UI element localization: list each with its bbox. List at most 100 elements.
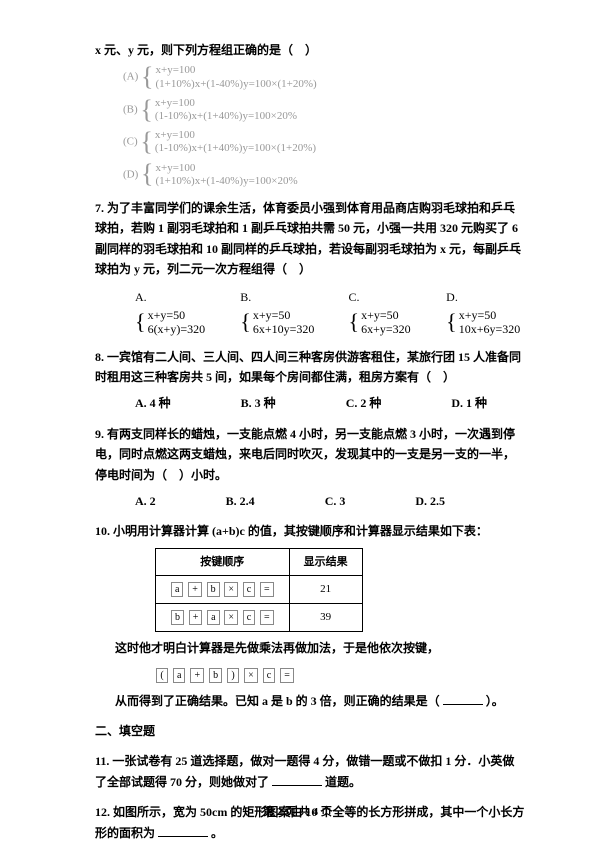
q7-num: 7. <box>95 201 104 215</box>
eq-line: x+y=100 <box>155 129 316 142</box>
opt-label: (A) <box>123 71 138 83</box>
key: b <box>209 668 222 683</box>
eq-line: (1+10%)x+(1-40%)y=100×20% <box>156 175 298 188</box>
q6-opt-a: (A) { x+y=100 (1+10%)x+(1-40%)y=100×(1+2… <box>123 64 525 90</box>
q9-opt-a: A. 2 <box>135 491 156 511</box>
q8-opt-d: D. 1 种 <box>451 393 487 413</box>
text: ）。 <box>486 694 504 708</box>
eq-line: 6x+10y=320 <box>253 322 315 336</box>
key: c <box>243 610 255 625</box>
eq-line: x+y=100 <box>156 64 317 77</box>
q8-opt-b: B. 3 种 <box>241 393 276 413</box>
eq-line: 6(x+y)=320 <box>148 322 206 336</box>
opt-label: (B) <box>123 103 138 115</box>
key: c <box>263 668 275 683</box>
q7: 7. 为了丰富同学们的课余生活，体育委员小强到体育用品商店购羽毛球拍和乒乓球拍，… <box>95 198 525 337</box>
opt-label: A. <box>135 290 147 304</box>
eq-line: x+y=50 <box>361 308 411 322</box>
q8-num: 8. <box>95 350 104 364</box>
answer-blank <box>158 825 208 837</box>
opt-label: (C) <box>123 136 138 148</box>
q7-options: A. { x+y=50 6(x+y)=320 B. { x+y=50 6x+10… <box>135 287 525 336</box>
cell-keys: a + b × c = <box>156 576 290 604</box>
key: = <box>260 610 274 625</box>
q8: 8. 一宾馆有二人间、三人间、四人间三种客房供游客租住，某旅行团 15 人准备同… <box>95 347 525 414</box>
key: × <box>224 582 238 597</box>
eq-line: (1-10%)x+(1+40%)y=100×(1+20%) <box>155 142 316 155</box>
key: × <box>244 668 258 683</box>
q7-opt-c: C. { x+y=50 6x+y=320 <box>349 287 417 336</box>
q10-line2: 这时他才明白计算器是先做乘法再做加法，于是他依次按键， <box>115 638 525 658</box>
cell-result: 39 <box>289 604 362 632</box>
q7-opt-b: B. { x+y=50 6x+10y=320 <box>240 287 318 336</box>
cell-keys: b + a × c = <box>156 604 290 632</box>
key: ( <box>156 668 168 683</box>
eq-line: 6x+y=320 <box>361 322 411 336</box>
page-footer: 第 2 页 共 4 页 <box>0 803 595 822</box>
key: a <box>207 610 219 625</box>
q7-opt-a: A. { x+y=50 6(x+y)=320 <box>135 287 210 336</box>
q10-table: 按键顺序 显示结果 a + b × c = 21 b + a × c = 3 <box>155 548 363 632</box>
section-2-heading: 二、填空题 <box>95 721 525 741</box>
q6-opt-c: (C) { x+y=100 (1-10%)x+(1+40%)y=100×(1+2… <box>123 129 525 155</box>
key: + <box>189 610 203 625</box>
q10-num: 10. <box>95 524 110 538</box>
eq-line: x+y=50 <box>459 308 521 322</box>
q8-opt-a: A. 4 种 <box>135 393 171 413</box>
text: 从而得到了正确结果。已知 a 是 b 的 3 倍，则正确的结果是（ <box>115 694 440 708</box>
q12-stem-suf: 。 <box>211 826 223 840</box>
q10-keys2: ( a + b ) × c = <box>155 664 525 684</box>
key: = <box>280 668 294 683</box>
q10-stem: 小明用计算器计算 (a+b)c 的值，其按键顺序和计算器显示结果如下表： <box>113 524 488 538</box>
q9-num: 9. <box>95 427 104 441</box>
cell-result: 21 <box>289 576 362 604</box>
th-keys: 按键顺序 <box>156 548 290 576</box>
q9: 9. 有两支同样长的蜡烛，一支能点燃 4 小时，另一支能点燃 3 小时，一次遇到… <box>95 424 525 512</box>
key: a <box>173 668 185 683</box>
q7-stem: 为了丰富同学们的课余生活，体育委员小强到体育用品商店购羽毛球拍和乒乓球拍，若购 … <box>95 201 521 276</box>
key: b <box>207 582 220 597</box>
q6-options: (A) { x+y=100 (1+10%)x+(1-40%)y=100×(1+2… <box>95 64 525 188</box>
q10-line3: 从而得到了正确结果。已知 a 是 b 的 3 倍，则正确的结果是（ ）。 <box>115 691 525 711</box>
q9-stem: 有两支同样长的蜡烛，一支能点燃 4 小时，另一支能点燃 3 小时，一次遇到停电，… <box>95 427 515 482</box>
answer-blank <box>272 774 322 786</box>
q8-stem: 一宾馆有二人间、三人间、四人间三种客房供游客租住，某旅行团 15 人准备同时租用… <box>95 350 521 384</box>
q11-num: 11. <box>95 754 109 768</box>
q11: 11. 一张试卷有 25 道选择题，做对一题得 4 分，做错一题或不做扣 1 分… <box>95 751 525 792</box>
eq-line: 10x+6y=320 <box>459 322 521 336</box>
key: a <box>171 582 183 597</box>
key: c <box>243 582 255 597</box>
eq-line: x+y=100 <box>156 162 298 175</box>
table-row: b + a × c = 39 <box>156 604 363 632</box>
q6-opt-d: (D) { x+y=100 (1+10%)x+(1-40%)y=100×20% <box>123 162 525 188</box>
key: b <box>171 610 184 625</box>
q9-opt-b: B. 2.4 <box>226 491 255 511</box>
q7-opt-d: D. { x+y=50 10x+6y=320 <box>446 287 525 336</box>
q6-stem-tail: x 元、y 元，则下列方程组正确的是（ ） <box>95 40 525 60</box>
opt-label: (D) <box>123 168 138 180</box>
key: ) <box>227 668 239 683</box>
q10: 10. 小明用计算器计算 (a+b)c 的值，其按键顺序和计算器显示结果如下表：… <box>95 521 525 711</box>
th-result: 显示结果 <box>289 548 362 576</box>
key: × <box>224 610 238 625</box>
q8-options: A. 4 种 B. 3 种 C. 2 种 D. 1 种 <box>135 393 525 413</box>
eq-line: x+y=100 <box>155 97 297 110</box>
eq-line: (1+10%)x+(1-40%)y=100×(1+20%) <box>156 78 317 91</box>
q9-opt-c: C. 3 <box>325 491 346 511</box>
q8-opt-c: C. 2 种 <box>346 393 382 413</box>
table-row: a + b × c = 21 <box>156 576 363 604</box>
answer-blank <box>443 693 483 705</box>
q11-stem-suf: 道题。 <box>325 775 361 789</box>
opt-label: D. <box>446 290 458 304</box>
eq-line: x+y=50 <box>148 308 206 322</box>
key: = <box>260 582 274 597</box>
opt-label: B. <box>240 290 251 304</box>
opt-label: C. <box>349 290 360 304</box>
eq-line: (1-10%)x+(1+40%)y=100×20% <box>155 110 297 123</box>
q6-opt-b: (B) { x+y=100 (1-10%)x+(1+40%)y=100×20% <box>123 97 525 123</box>
q9-opt-d: D. 2.5 <box>415 491 445 511</box>
key: + <box>188 582 202 597</box>
key: + <box>190 668 204 683</box>
eq-line: x+y=50 <box>253 308 315 322</box>
q9-options: A. 2 B. 2.4 C. 3 D. 2.5 <box>135 491 525 511</box>
